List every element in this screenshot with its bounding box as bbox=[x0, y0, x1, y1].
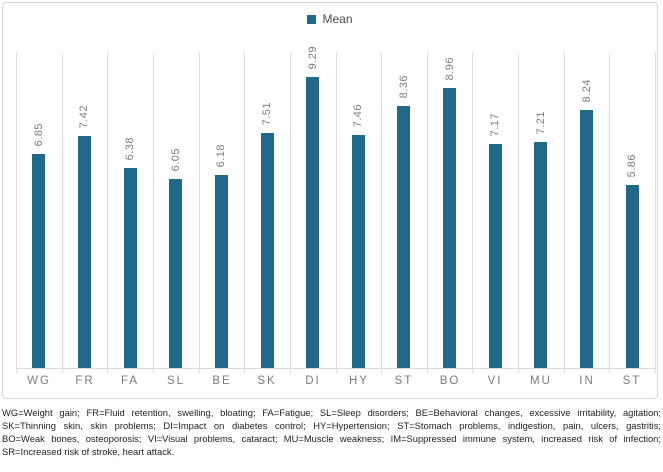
plot-area: 6.85 7.42 6.38 6.05 6.18 7.51 9.29 7.46 8.36 8.96… bbox=[16, 46, 656, 373]
bar-value-label: 7.21 bbox=[534, 110, 547, 134]
bar-value-label: 6.38 bbox=[124, 136, 137, 160]
bar-hy-7 bbox=[352, 135, 365, 368]
bar-sk-5 bbox=[261, 133, 274, 368]
category-gridline bbox=[609, 53, 610, 373]
legend-series-label: Mean bbox=[322, 12, 353, 26]
bar-mu-11 bbox=[534, 142, 547, 368]
x-axis-tick-label: VI bbox=[487, 375, 503, 387]
category-gridline bbox=[381, 53, 382, 373]
footnote-line: SR=Increased risk of stroke, heart attac… bbox=[2, 446, 175, 457]
chart-frame: Mean 6.85 7.42 6.38 6.05 6.18 7.51 9.29 7.46 8.3… bbox=[2, 2, 658, 399]
category-gridline bbox=[153, 53, 154, 373]
x-axis-tick-label: WG bbox=[27, 375, 51, 387]
bar-fa-2 bbox=[124, 168, 137, 368]
category-gridline bbox=[564, 53, 565, 373]
bar-value-label: 8.96 bbox=[443, 56, 456, 80]
bar-in-12 bbox=[580, 110, 593, 368]
bar-fr-1 bbox=[78, 136, 91, 368]
x-axis-tick-label: BO bbox=[439, 375, 461, 387]
bar-value-label: 8.24 bbox=[580, 78, 593, 102]
category-gridline bbox=[655, 53, 656, 373]
category-gridline bbox=[16, 53, 17, 373]
category-gridline bbox=[518, 53, 519, 373]
category-gridline bbox=[472, 53, 473, 373]
x-axis-tick-label: ST bbox=[622, 375, 642, 387]
bar-di-6 bbox=[306, 77, 319, 368]
bar-bo-9 bbox=[443, 88, 456, 368]
bar-value-label: 6.85 bbox=[32, 122, 45, 146]
footnote-line: WG=Weight gain; FR=Fluid retention, swel… bbox=[2, 407, 661, 418]
footnote-line: BO=Weak bones, osteoporosis; VI=Visual p… bbox=[2, 433, 661, 444]
footnote-line: SK=Thinning skin, skin problems; DI=Impa… bbox=[2, 420, 661, 431]
bar-wg-0 bbox=[32, 154, 45, 368]
x-axis-tick-label: HY bbox=[349, 375, 369, 387]
category-gridline bbox=[62, 53, 63, 373]
category-gridline bbox=[244, 53, 245, 373]
x-axis-tick-label: MU bbox=[530, 375, 552, 387]
bar-value-label: 7.42 bbox=[78, 104, 91, 128]
x-axis-tick-label: IN bbox=[579, 375, 595, 387]
x-axis-tick-label: SL bbox=[166, 375, 186, 387]
abbreviation-footnote: WG=Weight gain; FR=Fluid retention, swel… bbox=[2, 406, 661, 458]
bar-be-4 bbox=[215, 175, 228, 368]
x-axis-tick-label: SK bbox=[257, 375, 277, 387]
legend: Mean bbox=[3, 12, 657, 26]
bar-value-label: 6.18 bbox=[215, 143, 228, 167]
category-gridline bbox=[199, 53, 200, 373]
bar-value-label: 9.29 bbox=[306, 45, 319, 69]
x-axis-labels: WG FR FA SL BE SK DI HY ST BO VI MU IN ST bbox=[16, 375, 655, 393]
x-axis-tick-label: DI bbox=[305, 375, 321, 387]
bar-value-label: 5.86 bbox=[626, 153, 639, 177]
x-axis-tick-label: FR bbox=[75, 375, 95, 387]
x-axis-tick-label: FA bbox=[120, 375, 140, 387]
x-axis-line bbox=[16, 368, 655, 369]
legend-color-swatch bbox=[307, 14, 317, 24]
x-axis-tick-label: ST bbox=[394, 375, 414, 387]
category-gridline bbox=[107, 53, 108, 373]
bar-vi-10 bbox=[489, 144, 502, 368]
category-gridline bbox=[427, 53, 428, 373]
bar-value-label: 6.05 bbox=[169, 147, 182, 171]
bar-value-label: 7.51 bbox=[261, 101, 274, 125]
bar-sl-3 bbox=[169, 179, 182, 368]
bar-value-label: 7.46 bbox=[352, 103, 365, 127]
category-gridline bbox=[290, 53, 291, 373]
bar-value-label: 7.17 bbox=[489, 112, 502, 136]
bar-st-8 bbox=[397, 106, 410, 368]
x-axis-tick-label: BE bbox=[212, 375, 232, 387]
category-gridline bbox=[336, 53, 337, 373]
bar-value-label: 8.36 bbox=[397, 74, 410, 98]
bar-st-13 bbox=[626, 185, 639, 368]
